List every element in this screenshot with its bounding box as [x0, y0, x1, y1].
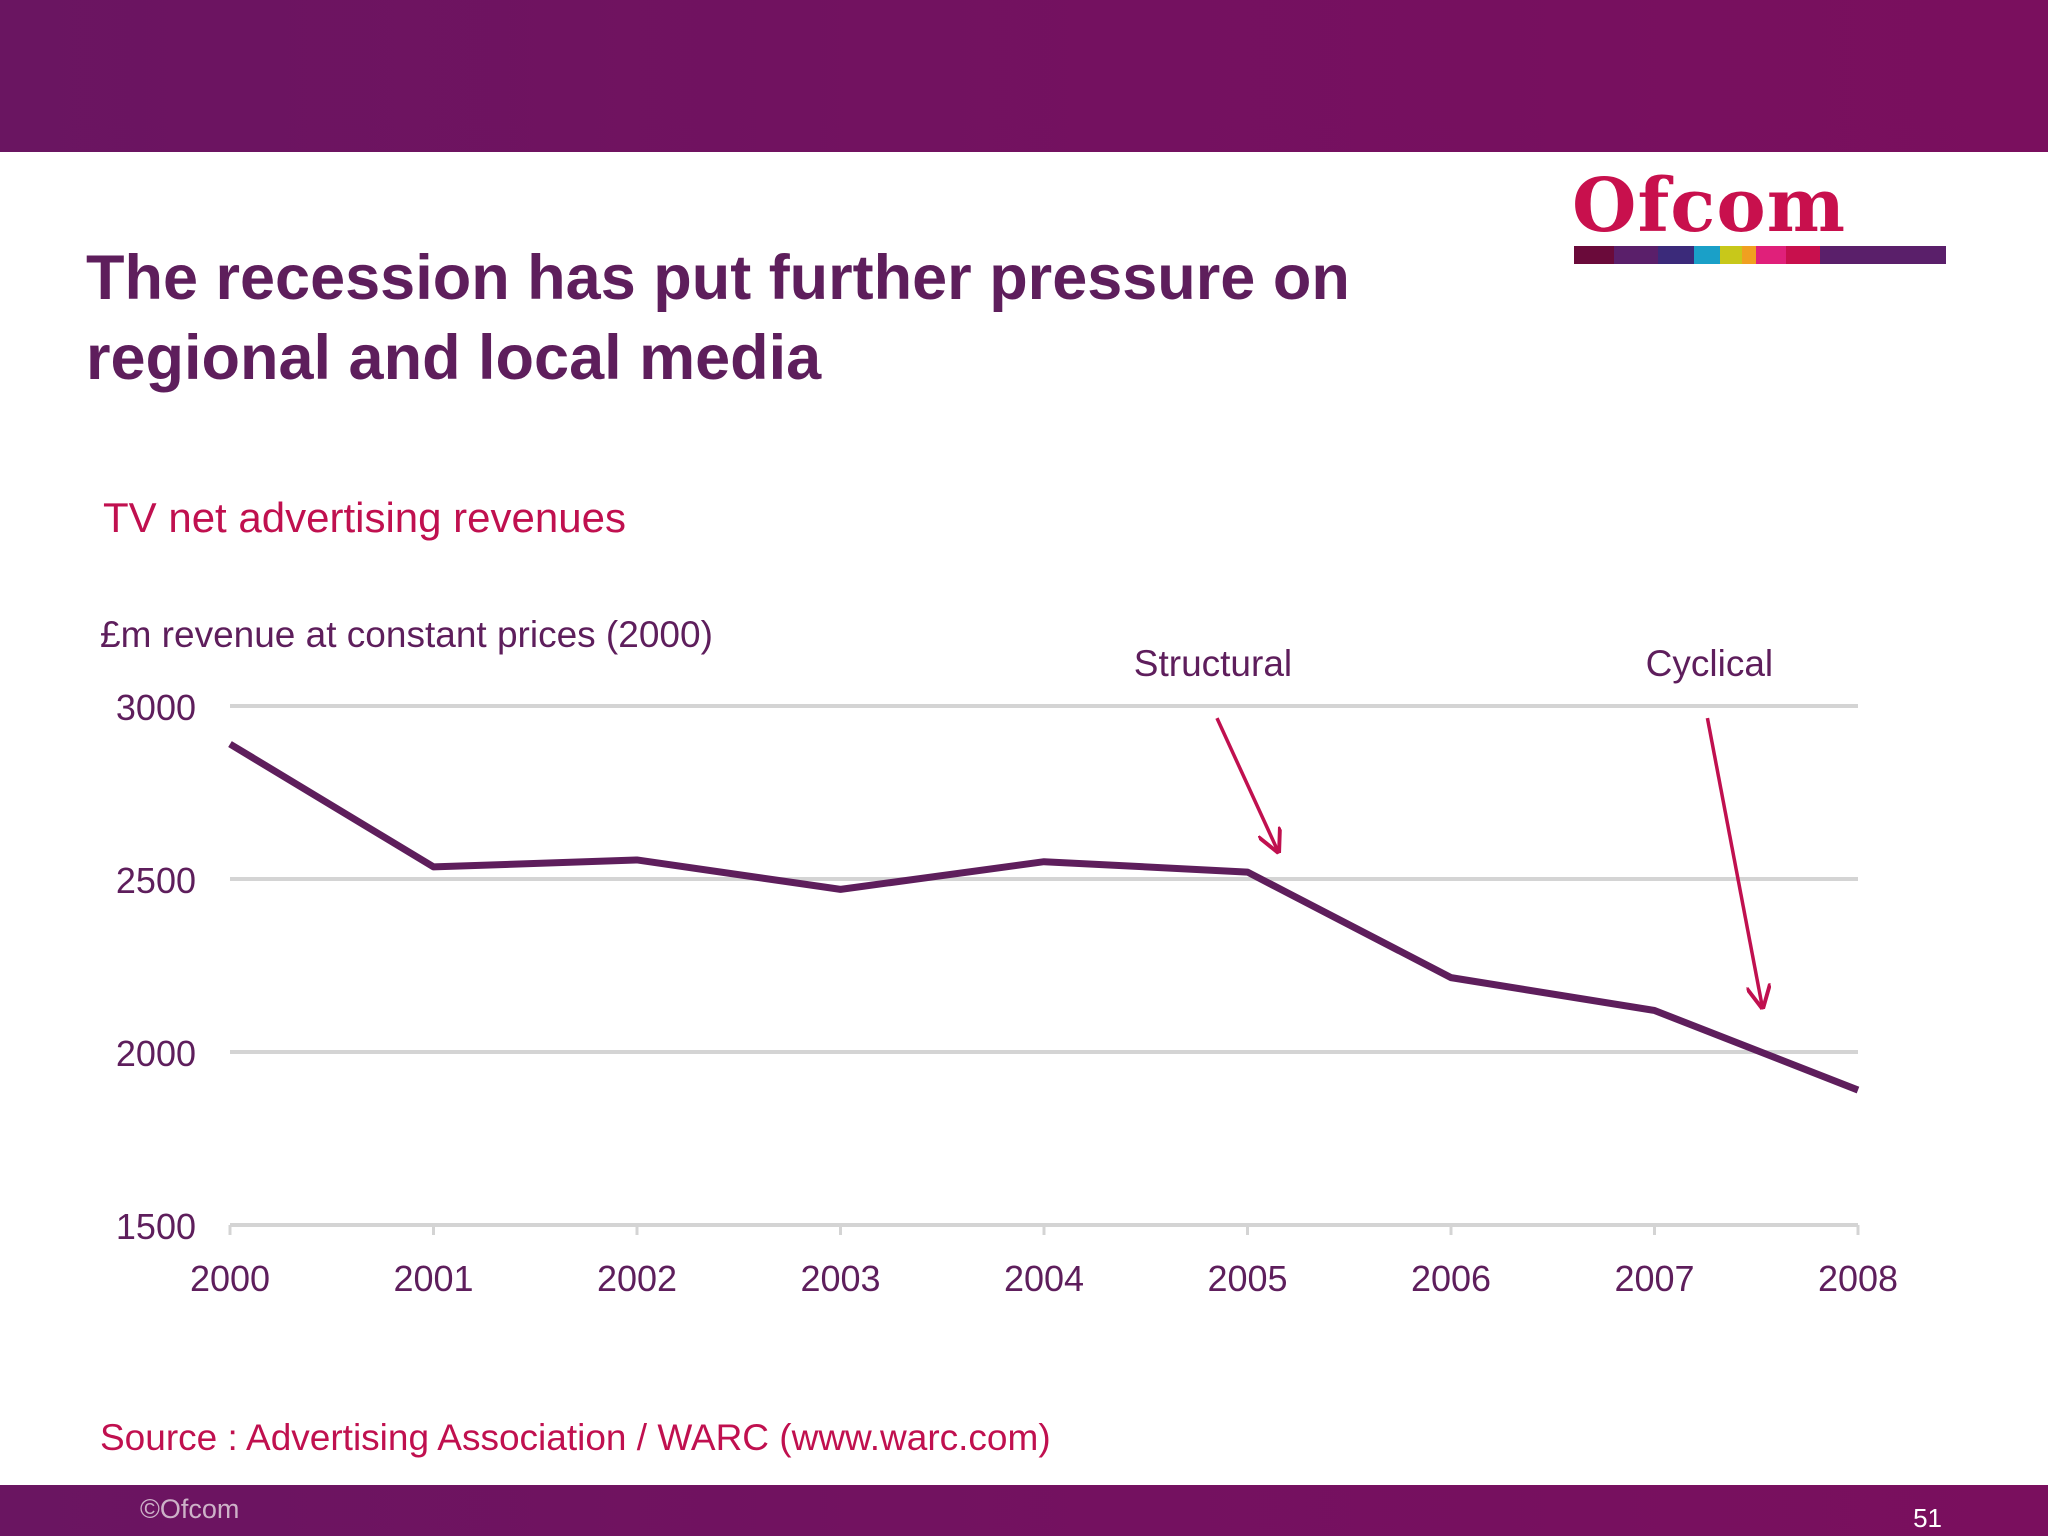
x-tick-label: 2005	[1207, 1258, 1287, 1299]
x-tick-label: 2003	[800, 1258, 880, 1299]
series-line	[228, 741, 1860, 1094]
x-tick-label: 2001	[393, 1258, 473, 1299]
logo-stripe-segment	[1574, 246, 1614, 264]
logo-stripe-segment	[1820, 246, 1880, 264]
logo-color-stripe	[1574, 246, 1946, 264]
chart-title: TV net advertising revenues	[103, 494, 626, 541]
logo-stripe-segment	[1880, 246, 1946, 264]
x-tick-label: 2007	[1614, 1258, 1694, 1299]
logo-stripe-segment	[1614, 246, 1658, 264]
page-title: The recession has put further pressure o…	[86, 243, 1350, 393]
annotation-label: Structural	[1134, 643, 1292, 684]
copyright-text: ©Ofcom	[140, 1494, 240, 1524]
logo-stripe-segment	[1786, 246, 1820, 264]
line-chart: 3000 2500 2000 1500 2000 2001 2002 2003 2004 2005…	[116, 643, 1898, 1299]
source-note: Source : Advertising Association / WARC …	[100, 1417, 1051, 1458]
footer-band	[0, 1485, 2048, 1536]
annotation-arrow	[1215, 717, 1278, 851]
x-tick-label: 2004	[1004, 1258, 1084, 1299]
annotation-arrow	[1705, 717, 1762, 1007]
logo-stripe-segment	[1658, 246, 1694, 264]
ofcom-logo: Ofcom	[1572, 168, 1948, 264]
logo-wordmark: Ofcom	[1572, 163, 1847, 249]
y-tick-label: 2000	[116, 1033, 196, 1074]
y-tick-label: 1500	[116, 1206, 196, 1247]
logo-stripe-segment	[1756, 246, 1786, 264]
x-tick-label: 2008	[1818, 1258, 1898, 1299]
y-tick-label: 3000	[116, 687, 196, 728]
logo-stripe-segment	[1742, 246, 1756, 264]
header-band	[0, 0, 2048, 152]
x-tick-label: 2000	[190, 1258, 270, 1299]
x-tick-label: 2002	[597, 1258, 677, 1299]
logo-stripe-segment	[1694, 246, 1720, 264]
annotation-label: Cyclical	[1646, 643, 1773, 684]
y-tick-label: 2500	[116, 860, 196, 901]
page-number: 51	[1913, 1503, 1942, 1533]
y-axis-label: £m revenue at constant prices (2000)	[100, 614, 713, 655]
x-tick-label: 2006	[1411, 1258, 1491, 1299]
logo-stripe-segment	[1720, 246, 1742, 264]
